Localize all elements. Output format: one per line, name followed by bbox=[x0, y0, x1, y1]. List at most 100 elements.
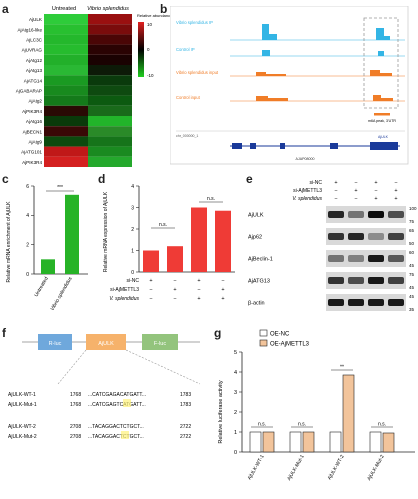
m6a-peak-label: m6A peak, 3'UTR bbox=[368, 119, 396, 123]
track4-peak-b bbox=[268, 98, 288, 101]
seq-string: ...CATCGAGTCATGATT... bbox=[88, 402, 146, 408]
heatmap-cell bbox=[88, 14, 132, 25]
blot-band bbox=[328, 233, 344, 240]
heatmap-cell bbox=[44, 54, 88, 65]
blot-marker: 100 bbox=[409, 206, 417, 211]
seq-start: 2708 bbox=[70, 424, 81, 430]
panel-e-blot-strips: AjULK 100 75 Ajp62 65 50 AjBeclin-1 60 45 AjATG13… bbox=[248, 206, 417, 312]
heatmap-cell bbox=[44, 105, 88, 116]
blot-protein-label: Ajp62 bbox=[248, 235, 262, 241]
condition-label: V. splendidus bbox=[109, 296, 139, 302]
xtick-label: AjULK-Mut-1 bbox=[286, 454, 306, 482]
track1-peak-d bbox=[384, 36, 390, 40]
panel-e-condition-rows: si-NC + − + − si-AjMETTL3 − + − + V. splendidus − − +… bbox=[292, 180, 397, 202]
ytick-label: 2 bbox=[131, 227, 134, 233]
box-rluc bbox=[38, 334, 72, 350]
heatmap-gene-label: AjPIK3R4 bbox=[22, 109, 42, 114]
blot-band bbox=[388, 277, 404, 284]
panel-g-ylabel: Relative luciferase activity bbox=[218, 380, 224, 444]
panel-d-sig-right: n.s. bbox=[207, 196, 215, 202]
track2-peak-b bbox=[378, 51, 384, 56]
heatmap-gene-label: AjLC3C bbox=[26, 38, 43, 43]
blot-band bbox=[368, 211, 384, 218]
xtick-label: AjULK-WT-2 bbox=[327, 454, 346, 481]
heatmap-gene-label: AjBECN1 bbox=[23, 129, 43, 134]
heatmap-gene-label: AjAtg12 bbox=[26, 58, 43, 63]
bar-d-4 bbox=[215, 210, 231, 272]
panel-c-xlabel-2: Vibrio splendidus bbox=[50, 276, 74, 312]
panel-f-diagram: R-luc AjULK F-luc AjULK-WT-1 1768 ...CATCG… bbox=[8, 334, 201, 440]
track-label-1: Vibrio splendidus IP bbox=[176, 20, 213, 25]
blot-condition-sign: − bbox=[334, 196, 337, 202]
track-label-4: Control input bbox=[176, 95, 201, 100]
heatmap-cell bbox=[88, 85, 132, 96]
sig-label: n.s. bbox=[298, 422, 306, 428]
panel-a-heatmap: AjULK AjAtg16-like AjLC3C AjUVRAG AjAtg12 AjA… bbox=[16, 6, 173, 167]
seq-name: AjULK-Mut-2 bbox=[8, 434, 37, 440]
panel-c-bars bbox=[41, 194, 79, 274]
track4-peak-a bbox=[256, 96, 268, 101]
panel-b-letter: b bbox=[160, 2, 168, 16]
track3-peak-b bbox=[266, 74, 286, 76]
box-ajulk bbox=[86, 334, 126, 350]
bar-g bbox=[329, 431, 342, 453]
ytick-label: 6 bbox=[26, 184, 29, 190]
heatmap-cell bbox=[88, 54, 132, 65]
blot-condition-sign: − bbox=[354, 180, 357, 186]
legend-oe-nc: OE-NC bbox=[270, 332, 290, 338]
blot-band bbox=[348, 211, 364, 218]
heatmap-gene-labels: AjULK AjAtg16-like AjLC3C AjUVRAG AjAtg12 AjA… bbox=[16, 17, 43, 165]
heatmap-gene-label: AjAtg13 bbox=[26, 68, 43, 73]
bar-c-1 bbox=[41, 259, 55, 274]
panel-c-ylabel: Relative mRNA enrichment of AjULK bbox=[6, 201, 12, 283]
heatmap-cell bbox=[88, 44, 132, 55]
panel-g-chart: OE-NC OE-AjMETTL3 Relative luciferase ac… bbox=[218, 329, 415, 482]
panel-d-sig-left: n.s. bbox=[159, 222, 167, 228]
blot-marker: 75 bbox=[409, 272, 415, 277]
blot-condition-sign: + bbox=[394, 188, 397, 194]
blot-band bbox=[388, 299, 404, 306]
heatmap-cell bbox=[44, 156, 88, 167]
legend-title: Relative abundance bbox=[137, 13, 173, 18]
zoom-line-right bbox=[125, 349, 201, 385]
seq-name: AjULK-WT-1 bbox=[8, 392, 36, 398]
condition-sign: − bbox=[173, 278, 176, 284]
ytick-label: 4 bbox=[234, 370, 237, 376]
blot-marker: 75 bbox=[409, 219, 415, 224]
blot-band bbox=[368, 277, 384, 284]
blot-band bbox=[388, 211, 404, 218]
blot-strip bbox=[326, 228, 406, 245]
blot-band bbox=[348, 255, 364, 262]
blot-band bbox=[368, 299, 384, 306]
track4-peak-c bbox=[373, 95, 381, 101]
transcript-label: chr_000000_1 bbox=[176, 134, 198, 138]
blot-condition-sign: + bbox=[374, 196, 377, 202]
panel-c-xlabel-1: Untreated bbox=[34, 276, 50, 298]
blot-protein-label: β-actin bbox=[248, 301, 265, 307]
condition-sign: + bbox=[173, 287, 176, 293]
track1-peak-b bbox=[269, 34, 277, 40]
seq-end: 1783 bbox=[180, 402, 191, 408]
legend-swatch-oe-mettl3 bbox=[259, 339, 268, 347]
seq-name: AjULK-Mut-1 bbox=[8, 402, 37, 408]
panel-f-letter: f bbox=[2, 326, 6, 340]
blot-band bbox=[328, 211, 344, 218]
condition-sign: − bbox=[149, 287, 152, 293]
box-fluc bbox=[142, 334, 178, 350]
track-frame bbox=[170, 6, 409, 165]
blot-condition-label: V. splendidus bbox=[292, 196, 322, 202]
heatmap-cell bbox=[44, 116, 88, 127]
heatmap-gene-label: AjATG14 bbox=[24, 78, 43, 83]
legend-tick-10: 10 bbox=[147, 22, 153, 27]
heatmap-gene-label: AjAtg16 bbox=[26, 119, 43, 124]
blot-band bbox=[328, 299, 344, 306]
track1-peak-a bbox=[262, 24, 269, 40]
legend-colorbar bbox=[138, 22, 144, 77]
heatmap-cell bbox=[88, 126, 132, 137]
track2-peak-a bbox=[262, 50, 270, 56]
bar-g bbox=[262, 431, 275, 453]
seq-end: 1783 bbox=[180, 392, 191, 398]
bar-g bbox=[289, 431, 302, 453]
box-ajulk-label: AjULK bbox=[98, 341, 114, 347]
box-fluc-label: F-luc bbox=[154, 341, 166, 347]
